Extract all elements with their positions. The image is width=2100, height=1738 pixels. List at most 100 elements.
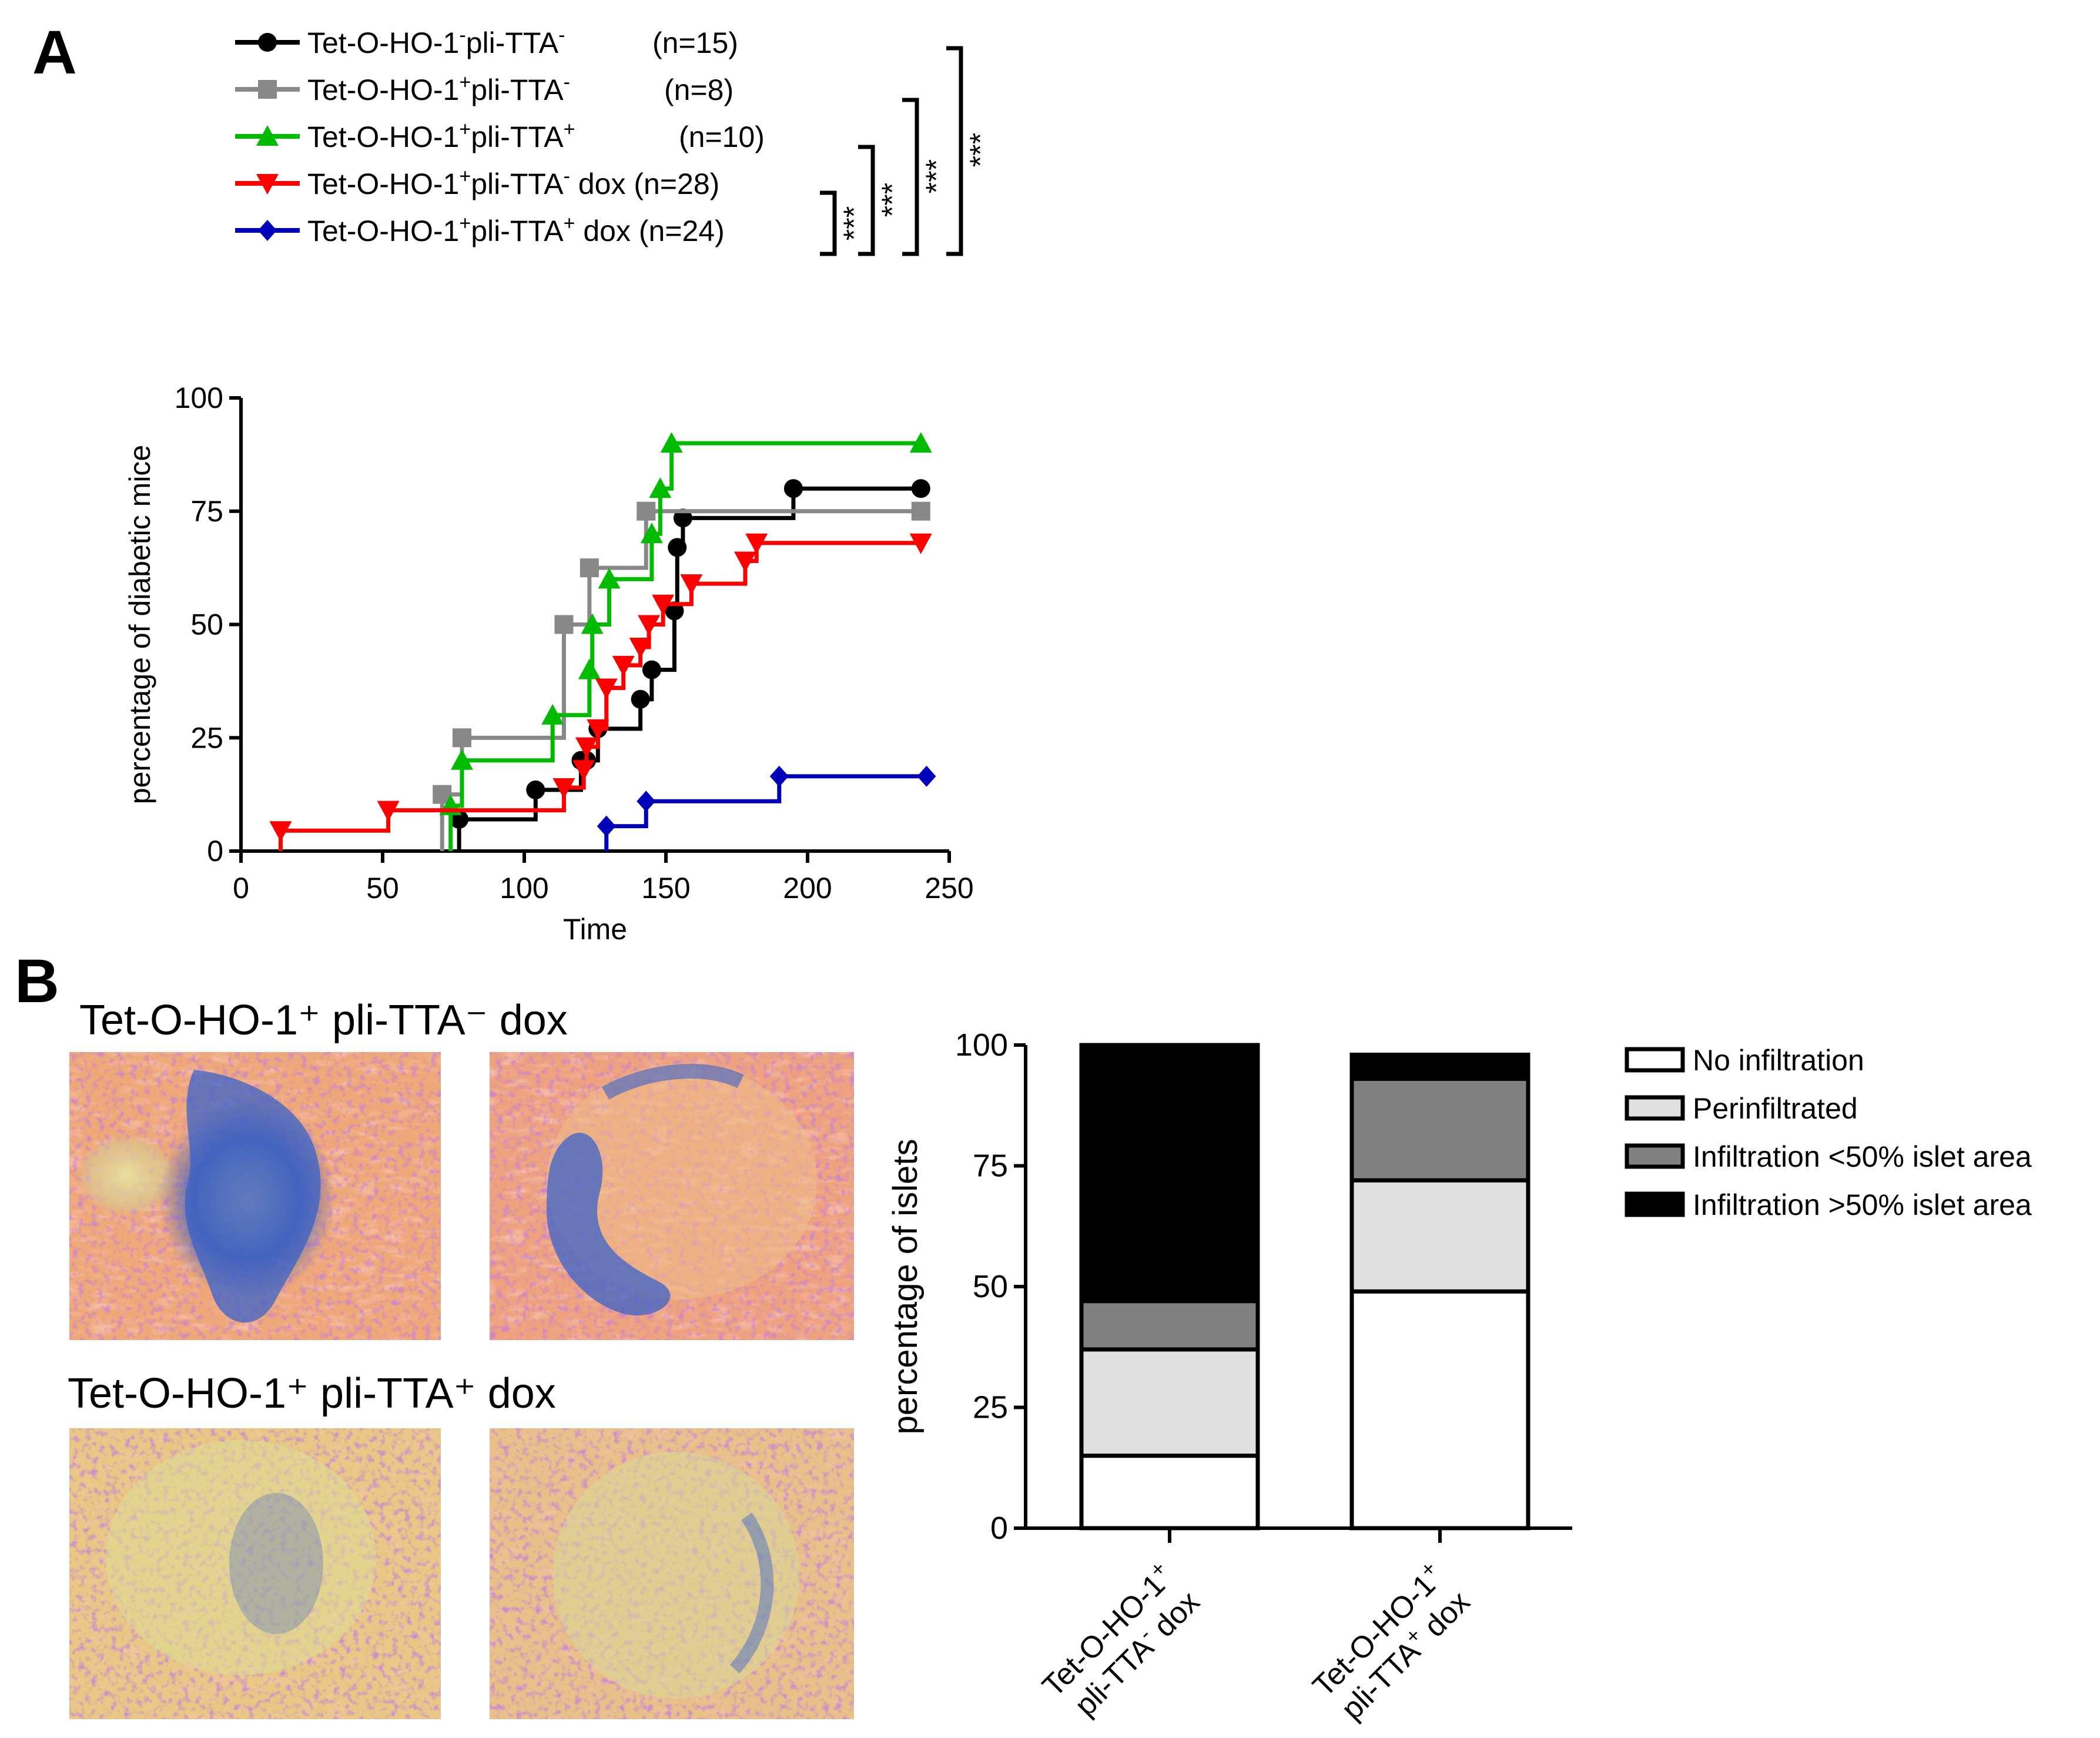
data-point — [673, 508, 692, 528]
bar-legend-entry: No infiltration — [1625, 1044, 1864, 1077]
legend-label: Infiltration <50% islet area — [1693, 1140, 2032, 1173]
bracket-1 — [820, 190, 837, 256]
data-point — [452, 728, 471, 748]
data-point — [638, 615, 661, 636]
survival-chart: 0 50 100 150 200 250 0 25 50 75 100 Time percentag… — [123, 381, 974, 946]
survival-series-s2 — [433, 501, 930, 851]
legend-marker-icon — [258, 33, 277, 52]
x-tick-label: 0 — [233, 872, 249, 905]
data-point — [541, 704, 564, 725]
data-point — [269, 821, 292, 842]
data-point — [587, 719, 609, 740]
micrograph-row2-title: Tet-O-HO-1⁺ pli-TTA⁺ dox — [68, 1370, 556, 1417]
data-point — [649, 477, 672, 498]
legend-swatch — [1625, 1191, 1685, 1217]
data-point — [734, 551, 756, 572]
significance-label-3: *** — [920, 159, 953, 193]
y-tick-label: 75 — [190, 495, 223, 528]
bar-category-label: Tet-O-HO-1+pli-TTA+ dox — [1307, 1556, 1477, 1726]
y-tick-label: 25 — [973, 1390, 1008, 1425]
survival-series-s4 — [269, 533, 932, 851]
legend-entry-s3: Tet-O-HO-1+pli-TTA+ (n=10) — [235, 118, 765, 153]
survival-x-axis-label: Time — [563, 913, 627, 946]
data-point — [595, 678, 618, 699]
bar-segment-infiltration-50-islet-area — [1349, 1077, 1530, 1183]
significance-label-2: *** — [876, 183, 909, 217]
data-point — [526, 780, 545, 799]
bar-segment-infiltration-50-islet-area — [1349, 1052, 1530, 1081]
bar-category-label: Tet-O-HO-1+pli-TTA- dox — [1036, 1556, 1207, 1723]
data-point — [911, 479, 930, 498]
data-point — [665, 601, 684, 621]
significance-label-4: *** — [964, 133, 997, 167]
bar-category-labels: Tet-O-HO-1+pli-TTA- dox Tet-O-HO-1+pli-TT… — [1036, 1556, 1477, 1726]
legend-n-label: (n=10) — [679, 120, 765, 153]
panel-label-a: A — [32, 18, 77, 87]
survival-series-s1 — [450, 479, 930, 851]
legend-label: No infiltration — [1693, 1044, 1864, 1077]
data-point — [668, 538, 687, 557]
data-point — [629, 638, 652, 659]
bar-legend: No infiltration Perinfiltrated Infiltratio… — [1625, 1044, 2032, 1221]
y-tick-label: 0 — [207, 835, 223, 868]
y-tick-label: 100 — [175, 381, 223, 414]
micrograph-row1-title: Tet-O-HO-1⁺ pli-TTA⁻ dox — [79, 997, 568, 1044]
legend-n-label: (n=15) — [652, 26, 738, 59]
x-tick-label: 150 — [641, 872, 690, 905]
data-point — [597, 815, 616, 837]
significance-brackets: *** *** *** *** — [820, 46, 997, 256]
data-point — [909, 533, 932, 554]
data-point — [598, 568, 621, 589]
survival-series-s5 — [597, 765, 936, 851]
data-point — [612, 655, 635, 677]
data-point — [911, 501, 930, 521]
legend-entry-s2: Tet-O-HO-1+pli-TTA- (n=8) — [235, 71, 734, 106]
data-point — [572, 760, 595, 781]
legend-label: Tet-O-HO-1+pli-TTA+ — [307, 118, 575, 153]
bar-axes: 0 25 50 75 100 — [955, 1027, 1572, 1546]
bar-segment-no-infiltration — [1349, 1289, 1530, 1531]
legend-swatch — [1625, 1047, 1685, 1073]
legend-marker-icon — [258, 220, 277, 241]
bar-segment-infiltration-50-islet-area — [1079, 1043, 1260, 1304]
bar-segment-no-infiltration — [1079, 1454, 1260, 1531]
legend-n-label: (n=8) — [664, 73, 734, 106]
data-point — [554, 615, 574, 634]
y-tick-label: 0 — [990, 1511, 1008, 1546]
bracket-2 — [858, 145, 875, 256]
x-tick-label: 50 — [366, 872, 399, 905]
legend-label: Perinfiltrated — [1693, 1092, 1858, 1125]
legend-label: Tet-O-HO-1+pli-TTA- dox (n=28) — [307, 165, 719, 200]
y-tick-label: 50 — [973, 1269, 1008, 1304]
panel-label-b: B — [15, 947, 59, 1016]
legend-marker-icon — [256, 174, 279, 195]
x-tick-label: 250 — [925, 872, 973, 905]
survival-series-s3 — [439, 432, 932, 851]
y-tick-label: 100 — [955, 1027, 1008, 1063]
legend-swatch — [1625, 1143, 1685, 1169]
micrograph-1 — [69, 1052, 441, 1340]
legend-marker-icon — [258, 80, 277, 99]
data-point — [578, 658, 601, 679]
data-point — [450, 749, 473, 770]
micrograph-2 — [490, 1052, 854, 1340]
data-point — [575, 737, 598, 758]
legend-entry-s4: Tet-O-HO-1+pli-TTA- dox (n=28) — [235, 165, 719, 200]
survival-step-line — [278, 541, 921, 851]
bar-legend-entry: Infiltration >50% islet area — [1625, 1188, 2032, 1221]
data-point — [783, 479, 803, 498]
bar-segment-infiltration-50-islet-area — [1079, 1299, 1260, 1352]
data-point — [580, 558, 599, 578]
y-tick-label: 75 — [973, 1148, 1008, 1184]
survival-series — [269, 432, 936, 851]
x-tick-label: 100 — [500, 872, 548, 905]
survival-step-line — [448, 441, 921, 851]
legend-marker-icon — [256, 125, 279, 146]
micrograph-4 — [490, 1428, 854, 1719]
survival-axes: 0 50 100 150 200 250 0 25 50 75 100 — [175, 381, 974, 905]
bar-legend-entry: Infiltration <50% islet area — [1625, 1140, 2032, 1173]
data-point — [745, 533, 768, 554]
data-point — [660, 432, 683, 453]
survival-y-axis-label: percentage of diabetic mice — [123, 445, 156, 804]
